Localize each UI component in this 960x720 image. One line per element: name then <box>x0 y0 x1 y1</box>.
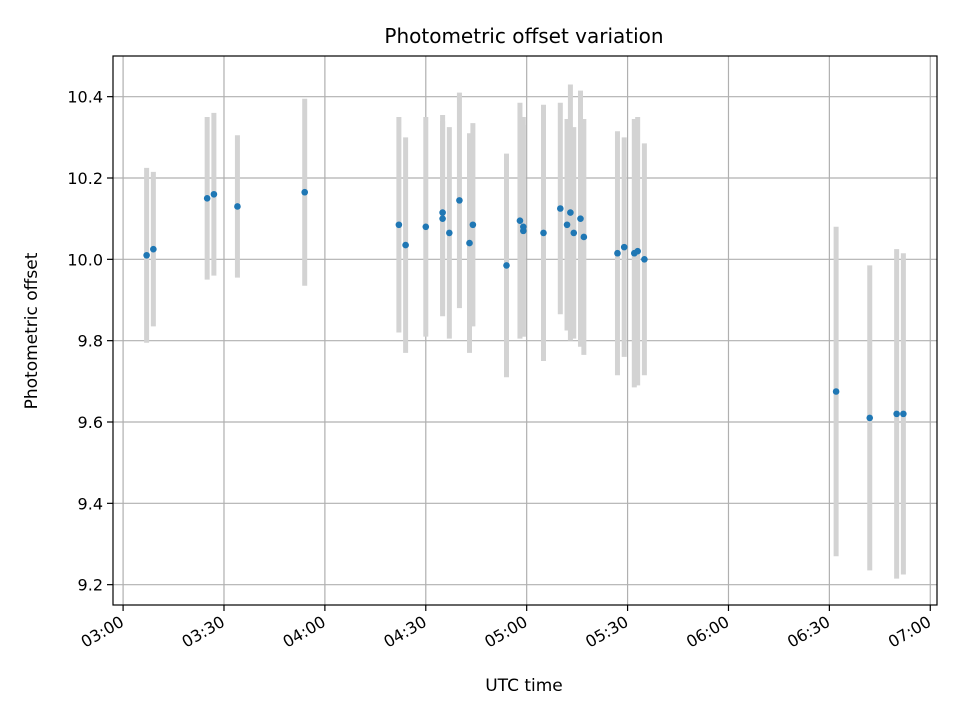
x-axis-title: UTC time <box>485 676 563 696</box>
data-point <box>893 410 900 418</box>
data-point <box>439 209 446 216</box>
x-tick-label: 03:30 <box>179 612 228 652</box>
data-point <box>150 245 157 253</box>
y-tick-label: 9.8 <box>78 332 103 351</box>
data-point <box>580 233 588 241</box>
data-point <box>540 229 547 237</box>
data-point <box>469 221 477 229</box>
data-point <box>395 221 403 229</box>
x-tick-label: 03:00 <box>78 612 127 652</box>
data-point <box>301 188 309 196</box>
x-tick-label: 04:00 <box>279 612 328 652</box>
y-tick-label: 10.4 <box>67 88 103 107</box>
data-point <box>570 229 578 237</box>
data-point <box>866 414 874 422</box>
y-tick-label: 9.2 <box>78 576 103 595</box>
data-point <box>446 229 453 237</box>
y-tick-label: 10.2 <box>67 169 103 188</box>
data-point <box>577 215 584 222</box>
y-tick-label: 10.0 <box>67 250 103 269</box>
x-tick-label: 05:00 <box>481 612 530 652</box>
x-axis: 03:00 03:30 04:00 04:30 05:00 05:30 06:00 06:30… <box>78 605 934 652</box>
data-point <box>520 227 527 235</box>
error-bars <box>144 84 906 579</box>
data-point <box>466 239 473 247</box>
data-point <box>832 388 840 395</box>
data-point <box>557 205 564 212</box>
x-tick-label: 05:30 <box>582 612 631 652</box>
x-tick-label: 06:30 <box>784 612 833 652</box>
data-point <box>456 197 463 204</box>
y-tick-label: 9.4 <box>78 494 103 513</box>
data-point <box>439 215 446 222</box>
data-point <box>503 262 510 269</box>
data-point <box>614 249 621 257</box>
data-point <box>516 217 524 224</box>
data-point <box>900 410 907 418</box>
data-point <box>203 195 211 202</box>
data-point <box>210 190 218 198</box>
data-point <box>402 241 409 249</box>
data-point <box>422 223 430 231</box>
data-point <box>634 247 641 255</box>
x-tick-label: 04:30 <box>380 612 429 652</box>
data-point <box>641 256 648 263</box>
y-axis-title: Photometric offset <box>22 252 42 409</box>
data-point <box>143 251 150 259</box>
y-axis: 9.2 9.4 9.6 9.8 10.0 10.2 10.4 <box>67 88 113 595</box>
data-point <box>567 209 574 216</box>
data-point <box>234 203 241 210</box>
chart-title: Photometric offset variation <box>384 24 663 48</box>
x-tick-label: 06:00 <box>683 612 732 652</box>
data-points <box>143 188 907 422</box>
data-point <box>620 243 628 251</box>
plot-frame <box>112 55 938 606</box>
x-tick-label: 07:00 <box>885 612 934 652</box>
y-tick-label: 9.6 <box>78 413 103 432</box>
data-point <box>563 221 571 229</box>
